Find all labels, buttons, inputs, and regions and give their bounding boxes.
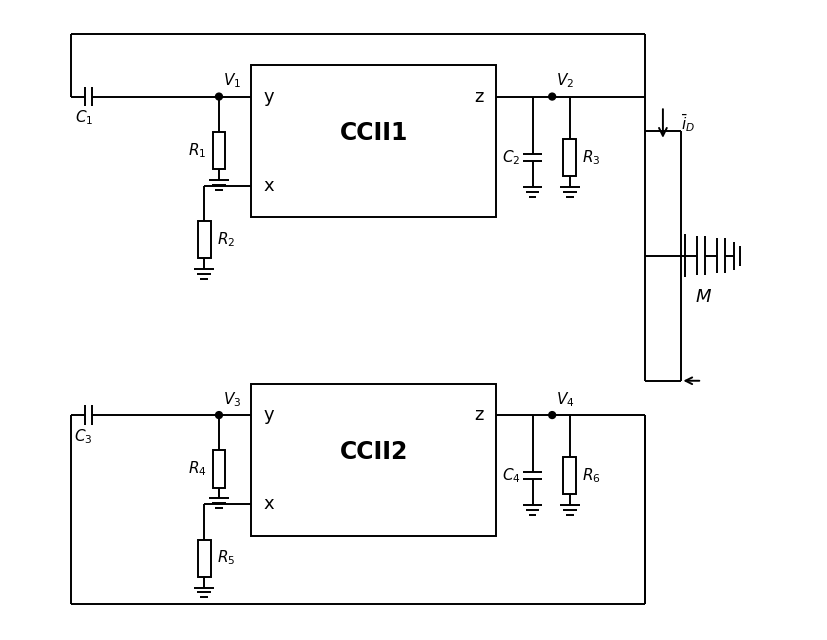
Bar — [251, 384, 496, 536]
Circle shape — [549, 412, 556, 419]
Text: $R_4$: $R_4$ — [188, 460, 207, 478]
Text: $V_3$: $V_3$ — [223, 390, 241, 409]
Text: y: y — [264, 88, 275, 106]
Text: $R_1$: $R_1$ — [189, 141, 207, 160]
Text: CCII1: CCII1 — [340, 122, 408, 145]
Text: $V_1$: $V_1$ — [223, 72, 241, 90]
Bar — [213, 451, 225, 488]
Text: $R_5$: $R_5$ — [217, 548, 235, 568]
Text: $C_3$: $C_3$ — [74, 428, 93, 446]
Text: CCII2: CCII2 — [340, 440, 408, 464]
Text: $R_2$: $R_2$ — [217, 230, 235, 249]
Text: x: x — [264, 495, 275, 513]
Text: $V_4$: $V_4$ — [556, 390, 575, 409]
Bar — [213, 132, 225, 169]
Text: z: z — [474, 406, 483, 424]
Text: $M$: $M$ — [695, 288, 711, 306]
Text: $R_6$: $R_6$ — [582, 467, 600, 485]
Text: $V_2$: $V_2$ — [556, 72, 574, 90]
Circle shape — [216, 412, 222, 419]
Text: z: z — [474, 88, 483, 106]
Text: $R_3$: $R_3$ — [582, 148, 600, 166]
Text: $C_2$: $C_2$ — [502, 148, 520, 166]
Circle shape — [549, 93, 556, 100]
Text: x: x — [264, 177, 275, 195]
Text: $\bar{i}_D$: $\bar{i}_D$ — [681, 113, 695, 134]
Bar — [198, 540, 211, 577]
Text: y: y — [264, 406, 275, 424]
Text: $C_4$: $C_4$ — [502, 467, 520, 485]
Bar — [563, 457, 576, 495]
Text: $C_1$: $C_1$ — [74, 109, 93, 127]
Bar — [251, 65, 496, 217]
Bar — [198, 221, 211, 259]
Bar — [563, 139, 576, 176]
Circle shape — [216, 93, 222, 100]
